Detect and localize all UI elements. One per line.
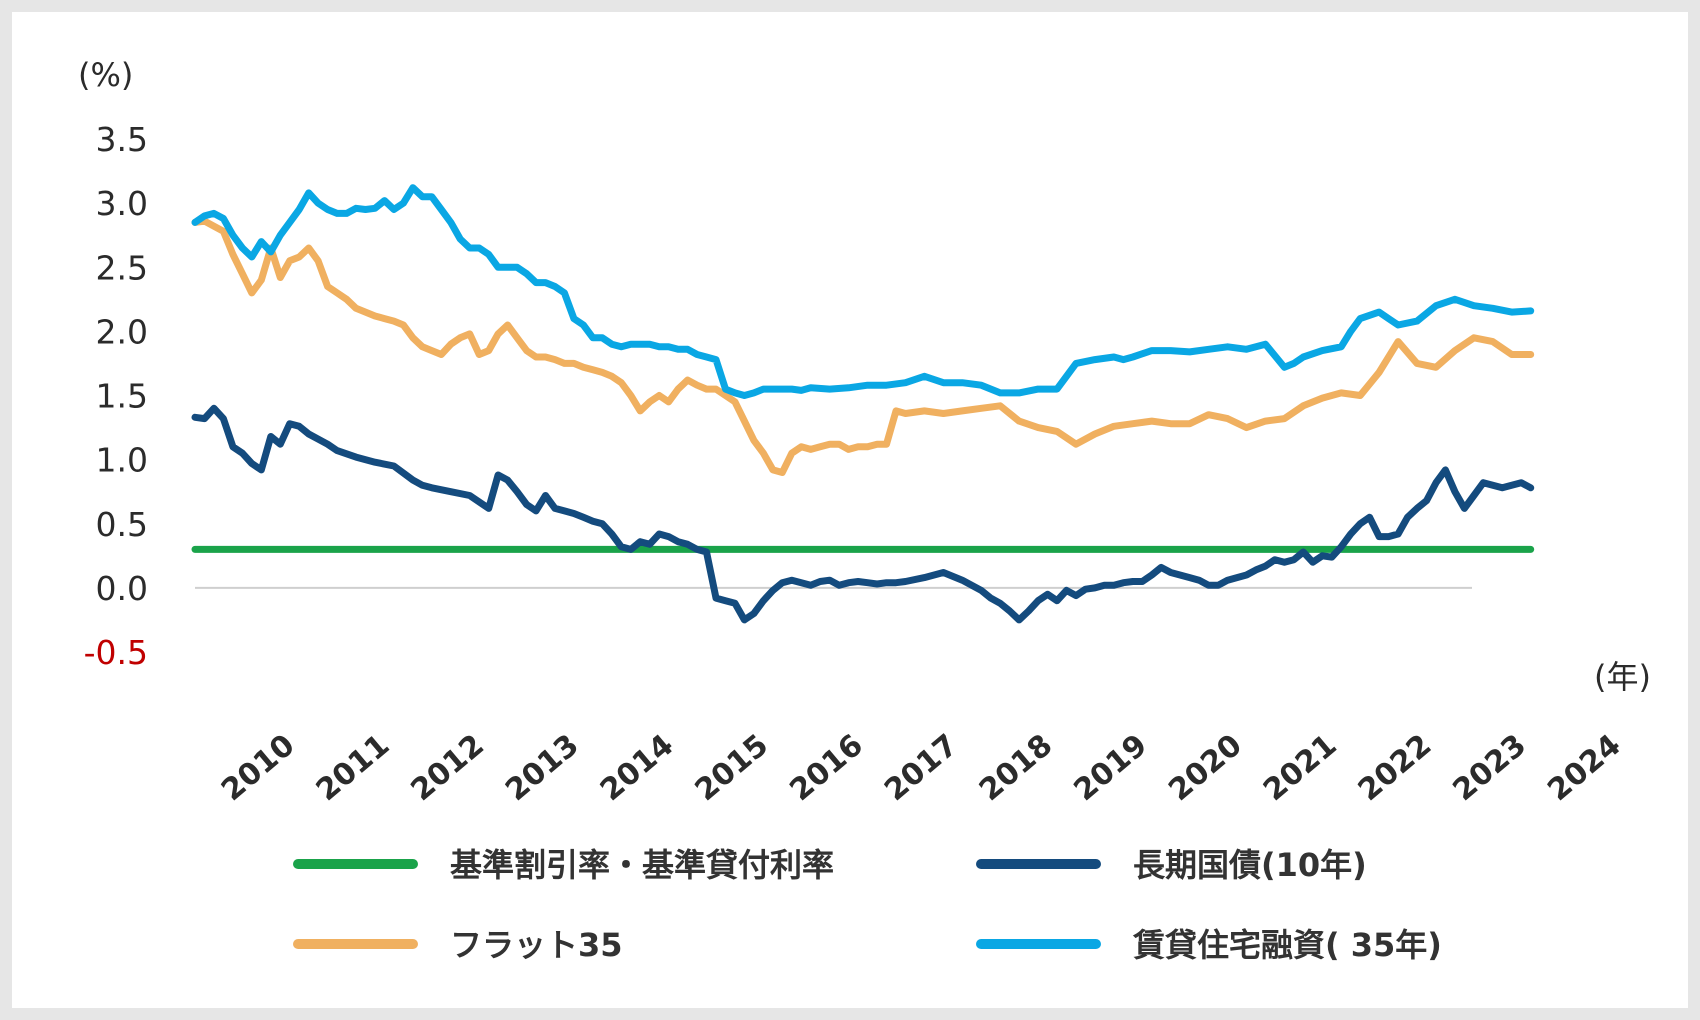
x-tick-label: 2011 (310, 728, 396, 808)
x-tick-label: 2021 (1257, 728, 1343, 808)
x-axis-unit: (年) (1594, 658, 1651, 696)
x-tick-label: 2010 (215, 728, 301, 808)
x-tick-label: 2022 (1352, 728, 1438, 808)
x-tick-label: 2020 (1162, 728, 1248, 808)
line-chart: (%) (年) 3.5 3.0 2.5 2.0 1.5 1.0 0.5 0.0 -0.5 201… (78, 56, 1651, 964)
y-axis-unit: (%) (78, 56, 133, 94)
y-tick-label: -0.5 (84, 633, 148, 672)
series-line-flat35 (191, 217, 1535, 476)
x-tick-label: 2013 (499, 728, 585, 808)
legend-label-base_rate: 基準割引率・基準貸付利率 (450, 846, 834, 884)
x-tick-label: 2017 (878, 728, 964, 808)
x-tick-label: 2012 (404, 728, 490, 808)
x-tick-label: 2014 (594, 728, 680, 808)
y-tick-label: 3.0 (96, 184, 148, 223)
x-tick-label: 2016 (783, 728, 869, 808)
y-tick-label: 3.5 (96, 120, 148, 159)
x-tick-label: 2018 (973, 728, 1059, 808)
x-tick-label: 2019 (1068, 728, 1154, 808)
chart-frame: (%) (年) 3.5 3.0 2.5 2.0 1.5 1.0 0.5 0.0 -0.5 201… (12, 12, 1688, 1008)
x-tick-label: 2015 (689, 728, 775, 808)
series-line-rental35 (191, 184, 1535, 399)
y-tick-label: 2.0 (96, 312, 148, 351)
legend-label-jgb10: 長期国債(10年) (1133, 846, 1367, 884)
y-tick-label: 0.5 (96, 505, 148, 544)
y-tick-label: 0.0 (96, 569, 148, 608)
x-tick-label: 2024 (1541, 728, 1627, 808)
y-tick-label: 2.5 (96, 248, 148, 287)
y-tick-label: 1.0 (96, 441, 148, 480)
series-line-jgb10 (191, 404, 1535, 624)
legend-label-rental35: 賃貸住宅融資( 35年) (1132, 926, 1442, 964)
y-tick-label: 1.5 (96, 377, 148, 416)
legend-label-flat35: フラット35 (450, 926, 623, 964)
x-tick-label: 2023 (1446, 728, 1532, 808)
